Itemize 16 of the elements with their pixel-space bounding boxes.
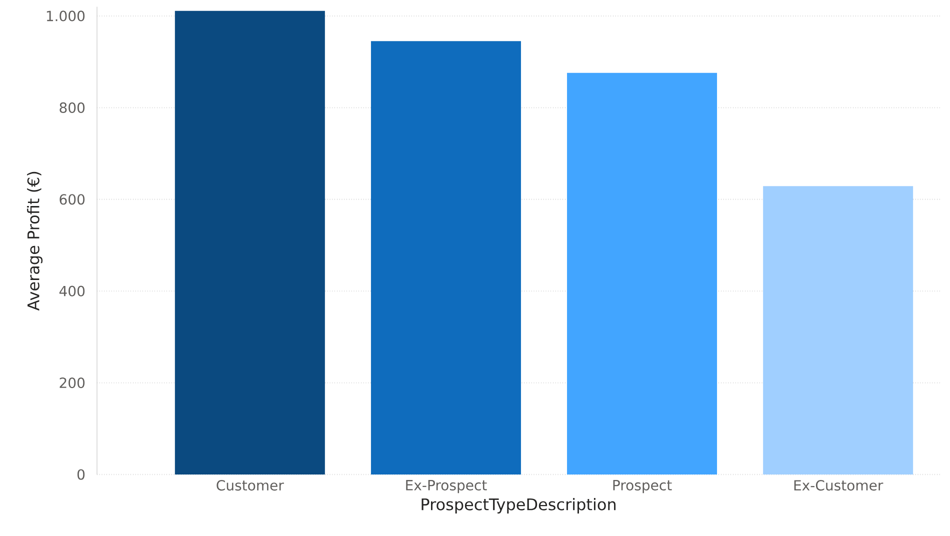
y-tick-label: 600 <box>60 194 85 205</box>
y-tick-label: 0 <box>77 469 85 480</box>
bar <box>174 10 325 474</box>
x-axis-title: ProspectTypeDescription <box>422 498 616 514</box>
x-tick-label: Ex-Prospect <box>406 480 487 494</box>
y-tick-label: 200 <box>60 377 85 388</box>
x-tick-label: Ex-Customer <box>794 480 884 491</box>
bar <box>763 186 914 474</box>
bar <box>567 72 718 474</box>
y-axis-title: Average Profit (€) <box>27 172 43 311</box>
y-tick-label: 400 <box>59 286 85 296</box>
x-tick-label: Prospect <box>613 480 672 494</box>
y-tick-label: 1.000 <box>46 10 85 22</box>
bar <box>370 41 521 474</box>
y-tick-label: 800 <box>60 102 85 113</box>
x-tick-label: Customer <box>216 480 284 491</box>
